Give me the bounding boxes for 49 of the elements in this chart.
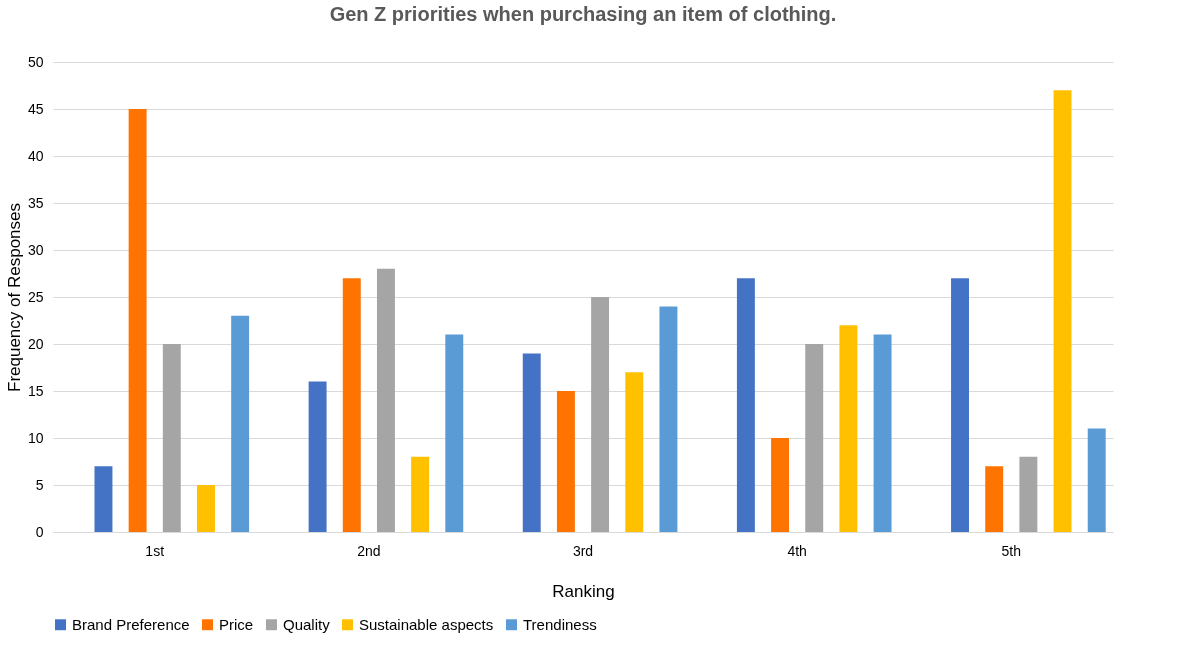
bar <box>805 344 824 532</box>
x-axis-title: Ranking <box>552 581 615 601</box>
bar <box>231 315 250 532</box>
bar <box>308 381 327 532</box>
bar <box>445 334 464 532</box>
legend-label: Trendiness <box>523 615 597 633</box>
bar <box>342 278 361 532</box>
y-tick-label: 10 <box>27 429 44 446</box>
bar <box>771 438 790 532</box>
y-tick-label: 40 <box>27 147 44 164</box>
x-tick-label: 2nd <box>357 542 381 559</box>
y-tick-label: 5 <box>35 476 44 493</box>
bar <box>1087 428 1106 532</box>
bar <box>522 353 541 532</box>
bar <box>625 372 644 532</box>
x-tick-label: 4th <box>787 542 807 559</box>
x-tick-label: 3rd <box>572 542 594 559</box>
bar <box>556 391 575 532</box>
bar <box>94 466 113 532</box>
bar <box>376 268 395 532</box>
bar <box>1019 456 1038 532</box>
y-tick-label: 30 <box>27 241 44 258</box>
y-tick-label: 25 <box>27 288 44 305</box>
legend-label: Quality <box>283 615 331 633</box>
x-tick-label: 5th <box>1001 542 1022 559</box>
y-tick-label: 20 <box>27 335 44 352</box>
y-tick-label: 45 <box>27 100 44 117</box>
bar <box>197 485 215 532</box>
y-tick-label: 15 <box>27 382 44 399</box>
bar <box>839 325 858 532</box>
legend-label: Sustainable aspects <box>359 615 494 633</box>
bar <box>951 278 969 532</box>
bar <box>985 466 1004 532</box>
bar <box>736 278 755 532</box>
y-tick-label: 0 <box>35 523 44 540</box>
legend-label: Brand Preference <box>72 615 190 633</box>
bar <box>659 306 678 532</box>
bar <box>1053 90 1072 532</box>
y-tick-label: 35 <box>27 194 44 211</box>
bar <box>128 109 147 532</box>
bar <box>162 344 181 532</box>
y-axis-title: Frequency of Responses <box>4 203 24 392</box>
chart-title: Gen Z priorities when purchasing an item of clothing. <box>329 3 837 25</box>
x-tick-label: 1st <box>145 542 165 559</box>
bar <box>873 334 892 532</box>
y-tick-label: 50 <box>27 53 44 70</box>
bar <box>411 456 430 532</box>
legend-label: Price <box>219 615 254 633</box>
bar <box>591 297 610 532</box>
